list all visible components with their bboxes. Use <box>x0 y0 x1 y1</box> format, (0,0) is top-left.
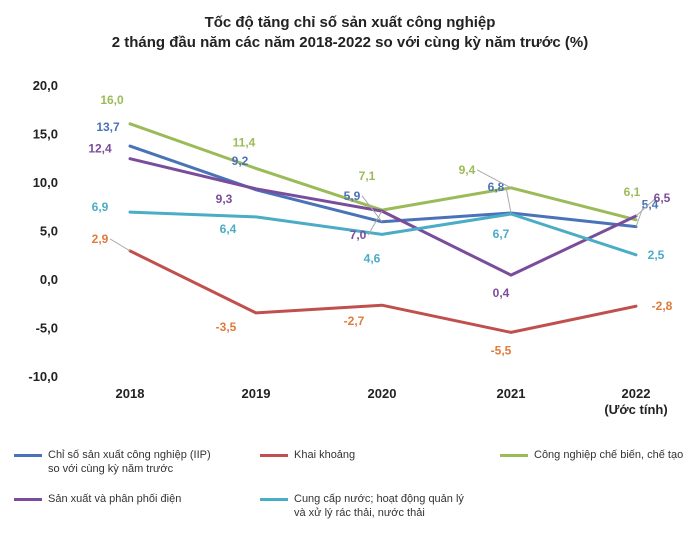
data-label: 13,7 <box>96 120 120 134</box>
label-leader-line <box>635 204 645 227</box>
legend-swatch <box>14 498 42 501</box>
legend-label: Cung cấp nước; hoạt động quản lý và xử l… <box>294 493 464 519</box>
legend-item: Khai khoảng <box>260 448 355 462</box>
data-label: 4,6 <box>364 251 381 265</box>
legend-swatch <box>14 454 42 457</box>
data-label: 9,4 <box>459 163 476 177</box>
data-label: 6,9 <box>92 200 109 214</box>
x-tick-label: 2019 <box>242 386 271 401</box>
label-leader-line <box>635 197 657 217</box>
data-label: 6,7 <box>493 227 510 241</box>
legend-item: Cung cấp nước; hoạt động quản lý và xử l… <box>260 492 464 520</box>
legend-item: Sản xuất và phân phối điện <box>14 492 181 506</box>
data-label: -2,7 <box>344 314 365 328</box>
legend-label: Công nghiệp chế biến, chế tạo <box>534 449 684 461</box>
data-label: 6,8 <box>488 180 505 194</box>
label-leader-line <box>367 210 383 236</box>
chart-title: Tốc độ tăng chỉ số sản xuất công nghiệp <box>204 14 496 31</box>
data-label: 6,1 <box>624 185 641 199</box>
legend-label: Khai khoảng <box>294 449 356 461</box>
y-tick-label: -5,0 <box>36 321 58 336</box>
series-line <box>128 210 638 257</box>
line-chart: 20,0 15,0 10,0 5,0 0,0 -5,0 -10,0 2018 2019 2020 2… <box>28 78 673 417</box>
legend-swatch <box>260 498 288 501</box>
legend-label: Sản xuất và phân phối điện <box>48 493 182 505</box>
x-tick-label: 2020 <box>368 386 397 401</box>
y-tick-label: 0,0 <box>40 272 58 287</box>
label-leader-line <box>476 169 512 189</box>
data-label: -2,8 <box>652 299 673 313</box>
data-label: 16,0 <box>100 93 124 107</box>
data-label: 12,4 <box>88 142 112 156</box>
series-line <box>128 249 638 334</box>
data-label: 9,2 <box>232 154 249 168</box>
legend-swatch <box>500 454 528 457</box>
legend-item: Công nghiệp chế biến, chế tạo <box>500 448 683 462</box>
data-label: 0,4 <box>493 286 510 300</box>
legend-label: Chỉ số sản xuất công nghiệp (IIP) so với… <box>48 449 211 475</box>
data-label: 6,4 <box>220 222 237 236</box>
y-tick-label: -10,0 <box>28 369 58 384</box>
x-tick-label: 2021 <box>497 386 526 401</box>
data-label: 5,4 <box>642 198 659 212</box>
series-line <box>128 144 638 229</box>
data-label: 11,4 <box>233 135 256 149</box>
legend-swatch <box>260 454 288 457</box>
y-tick-label: 20,0 <box>33 78 58 93</box>
x-tick-label: 2018 <box>116 386 145 401</box>
label-leader-line <box>505 186 512 214</box>
data-label: 7,0 <box>350 228 367 242</box>
data-label: 7,1 <box>359 169 376 183</box>
y-tick-label: 15,0 <box>33 127 58 142</box>
legend-item: Chỉ số sản xuất công nghiệp (IIP) so với… <box>14 448 211 476</box>
data-label: 6,5 <box>654 191 671 205</box>
data-label: 2,9 <box>92 232 109 246</box>
label-leader-line <box>109 238 131 252</box>
x-tick-label: 2022 <box>622 386 651 401</box>
y-tick-label: 10,0 <box>33 175 58 190</box>
data-label: -5,5 <box>491 343 512 357</box>
chart-subtitle: 2 tháng đầu năm các năm 2018-2022 so với… <box>111 34 589 51</box>
data-label: 9,3 <box>216 192 233 206</box>
data-label: 2,5 <box>648 248 665 262</box>
data-label: -3,5 <box>216 320 237 334</box>
y-tick-label: 5,0 <box>40 224 58 239</box>
data-label: 5,9 <box>344 189 361 203</box>
x-tick-sublabel: (Ước tính) <box>604 402 667 417</box>
